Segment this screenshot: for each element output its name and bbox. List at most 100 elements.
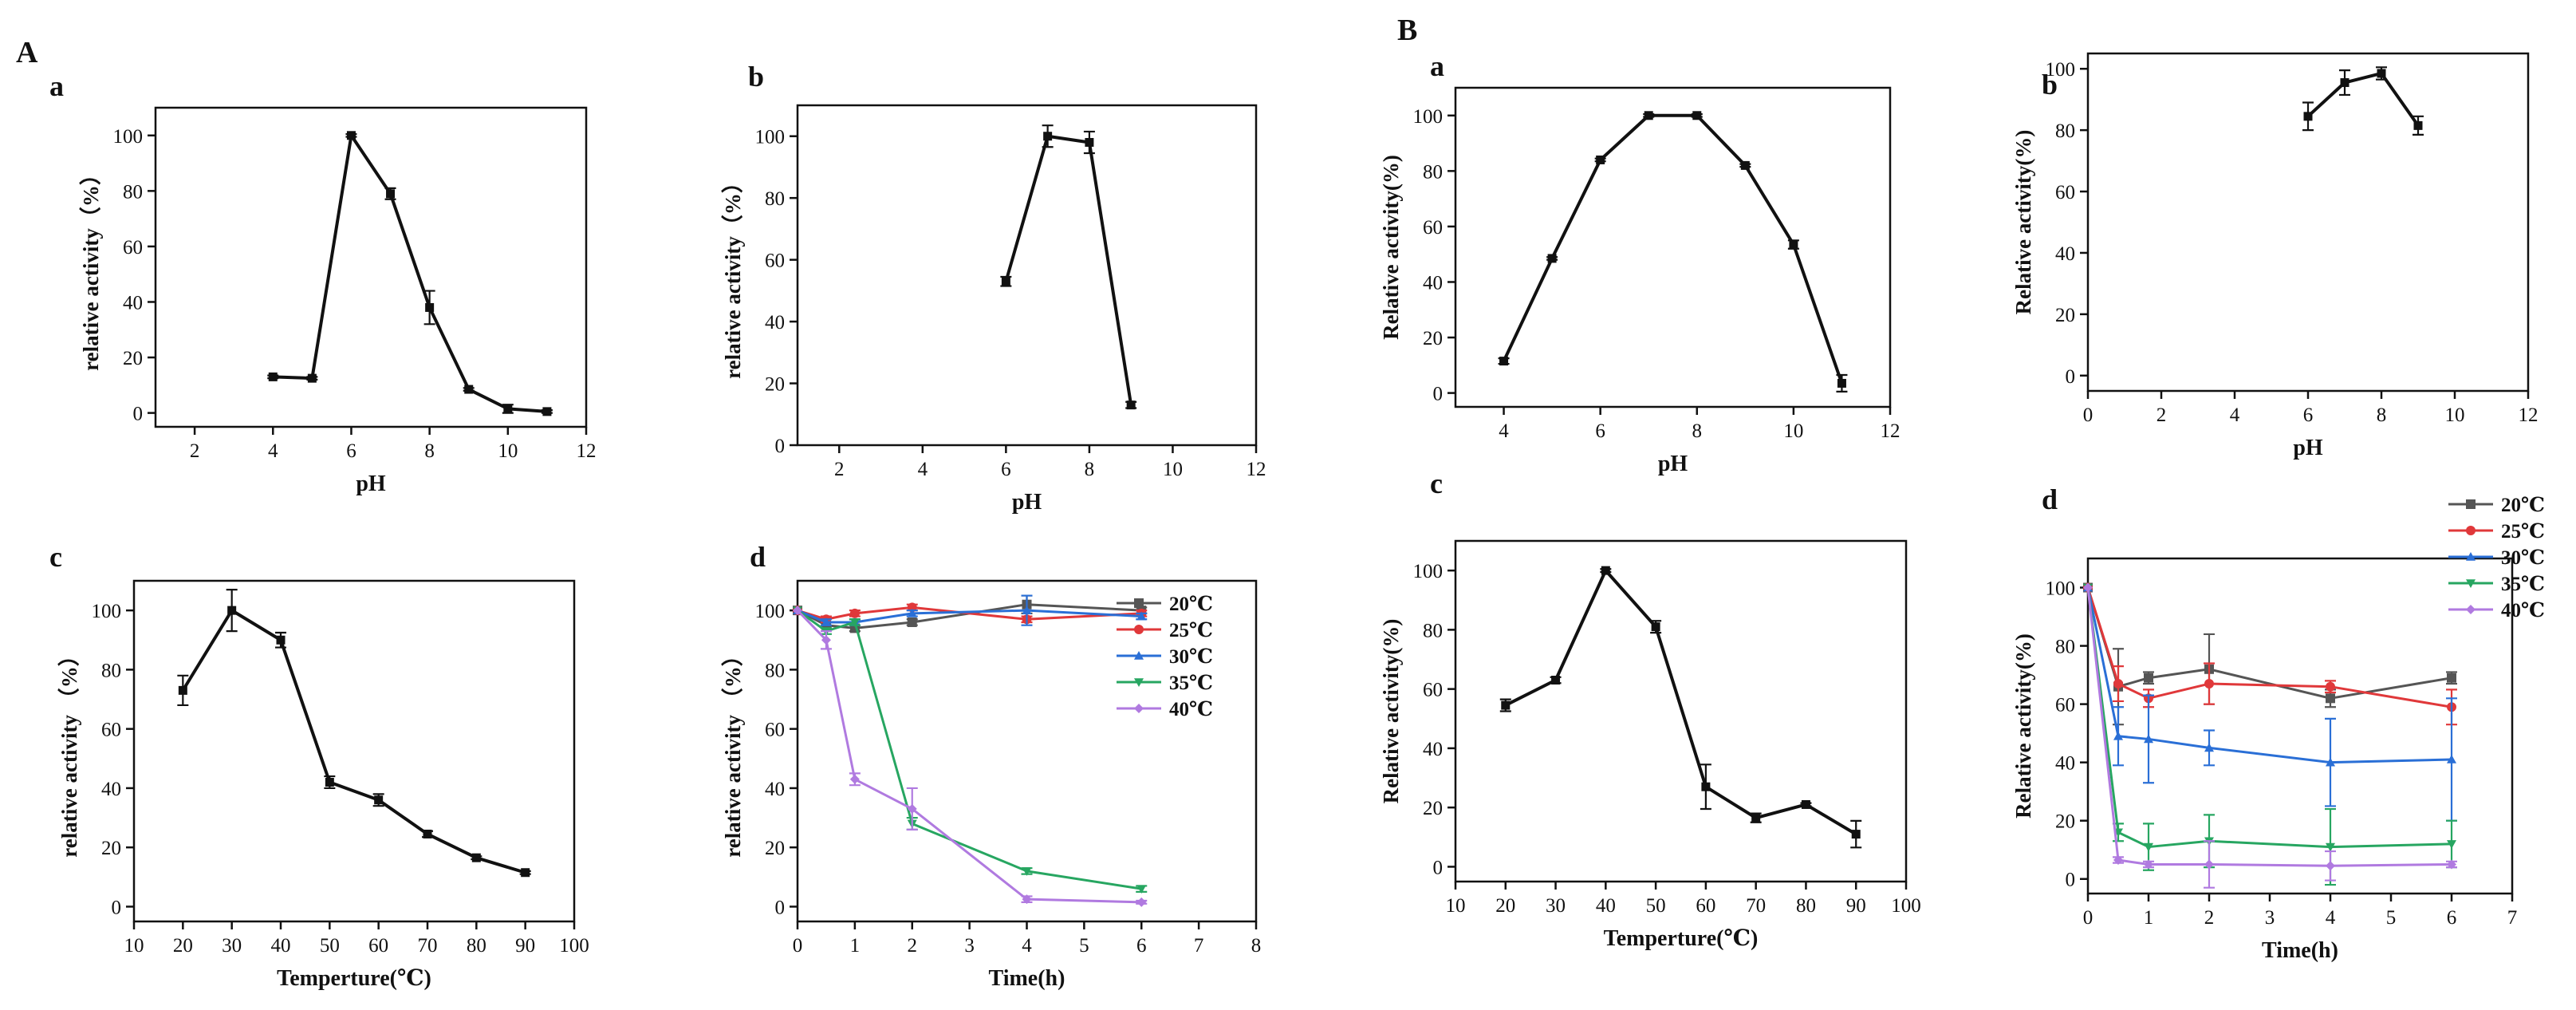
x-tick-label: 0 — [2083, 907, 2093, 929]
x-tick-label: 4 — [1022, 935, 1032, 957]
data-point — [1136, 897, 1147, 907]
plot-frame — [1454, 86, 1892, 408]
data-point — [821, 635, 831, 645]
x-tick-label: 12 — [577, 440, 597, 462]
x-tick-label: 8 — [1251, 935, 1262, 957]
series-main — [1498, 111, 1848, 393]
legend-label: 40℃ — [2501, 600, 2545, 621]
y-tick-label: 40 — [1423, 739, 1443, 760]
y-tick-label: 60 — [1423, 680, 1443, 701]
x-tick-label: 10 — [1446, 895, 1466, 917]
data-point — [849, 774, 860, 784]
data-point — [2447, 859, 2456, 870]
data-point — [471, 853, 481, 862]
series-35℃ — [2083, 583, 2457, 886]
y-tick-label: 40 — [765, 779, 785, 800]
data-point — [307, 373, 317, 383]
x-axis-label: Temperture(℃) — [277, 966, 431, 991]
x-tick-label: 6 — [1001, 459, 1011, 480]
y-tick-label: 0 — [1433, 384, 1444, 405]
series-25℃ — [2083, 582, 2457, 726]
data-point — [1022, 867, 1032, 876]
data-point — [821, 617, 831, 626]
plot-frame — [796, 104, 1258, 447]
y-axis-label: Relative activity(%) — [2011, 130, 2035, 315]
data-point — [1126, 400, 1136, 410]
x-tick-label: 4 — [2326, 907, 2336, 929]
x-tick-label: 70 — [418, 935, 438, 957]
plot-frame — [132, 579, 576, 923]
plot-frame — [154, 106, 588, 428]
y-tick-label: 100 — [1413, 561, 1444, 582]
y-tick-label: 20 — [123, 348, 143, 369]
x-tick-label: 10 — [1163, 459, 1183, 480]
series-line — [2306, 71, 2420, 127]
data-point — [2326, 681, 2335, 692]
x-tick-label: 8 — [2377, 404, 2387, 426]
data-point — [2377, 69, 2386, 78]
panel-letter: a — [49, 70, 64, 102]
x-tick-label: 0 — [793, 935, 803, 957]
panel-letter: b — [748, 61, 764, 93]
series-line — [2086, 587, 2452, 867]
series-line — [2086, 587, 2452, 708]
data-point — [1801, 799, 1810, 809]
x-tick-label: 12 — [1247, 459, 1266, 480]
panel-letter: a — [1430, 50, 1444, 82]
legend-label: 35℃ — [1169, 673, 1213, 694]
legend-marker — [1134, 704, 1144, 713]
y-axis-label: relative activity （%） — [721, 645, 745, 857]
y-tick-label: 0 — [112, 897, 122, 918]
data-point — [276, 635, 286, 645]
data-point — [2447, 755, 2456, 763]
y-tick-label: 40 — [1423, 272, 1443, 294]
x-tick-label: 30 — [222, 935, 242, 957]
plot-frame — [1454, 539, 1908, 883]
data-point — [1740, 160, 1750, 170]
legend-item: 20℃ — [2448, 495, 2545, 516]
data-point — [1501, 700, 1511, 710]
x-tick-label: 2 — [908, 935, 918, 957]
y-tick-label: 100 — [2046, 578, 2076, 600]
y-tick-label: 60 — [2055, 182, 2075, 203]
y-tick-label: 0 — [2066, 366, 2076, 388]
panel-letter: b — [2042, 69, 2058, 101]
y-tick-label: 40 — [101, 779, 121, 800]
x-tick-label: 60 — [368, 935, 388, 957]
y-tick-label: 60 — [765, 251, 785, 272]
data-point — [1136, 885, 1147, 894]
chart-B-c: c 10 20 30 40 50 60 70 80 90 100 0 20 40 60 80 100 Temper… — [1379, 468, 1921, 951]
x-tick-label: 20 — [173, 935, 193, 957]
x-tick-label: 4 — [918, 459, 928, 480]
data-point — [2144, 673, 2153, 683]
x-tick-label: 4 — [2230, 404, 2240, 426]
x-axis-label: Time(h) — [989, 966, 1065, 991]
plot-frame — [2086, 557, 2514, 895]
data-point — [1851, 830, 1861, 839]
series-main — [1000, 124, 1137, 410]
legend-label: 20℃ — [1169, 594, 1213, 615]
x-tick-label: 10 — [498, 440, 518, 462]
y-tick-label: 20 — [765, 838, 785, 859]
y-tick-label: 40 — [123, 292, 143, 314]
x-tick-label: 6 — [2303, 404, 2314, 426]
y-tick-label: 80 — [1423, 161, 1443, 183]
legend-label: 30℃ — [2501, 547, 2545, 569]
panel-letter: c — [1430, 468, 1443, 499]
data-point — [907, 803, 917, 814]
y-tick-label: 20 — [2055, 811, 2075, 833]
x-tick-label: 0 — [2083, 404, 2093, 426]
data-point — [2113, 731, 2123, 740]
legend-label: 35℃ — [2501, 574, 2545, 595]
x-tick-label: 100 — [559, 935, 589, 957]
panel-letter: d — [750, 541, 766, 573]
series-line — [2086, 587, 2452, 764]
x-axis-label: pH — [1012, 490, 1042, 515]
data-point — [521, 868, 530, 878]
legend-label: 25℃ — [2501, 521, 2545, 542]
data-point — [542, 407, 552, 416]
y-tick-label: 20 — [101, 838, 121, 859]
y-tick-label: 60 — [101, 720, 121, 741]
